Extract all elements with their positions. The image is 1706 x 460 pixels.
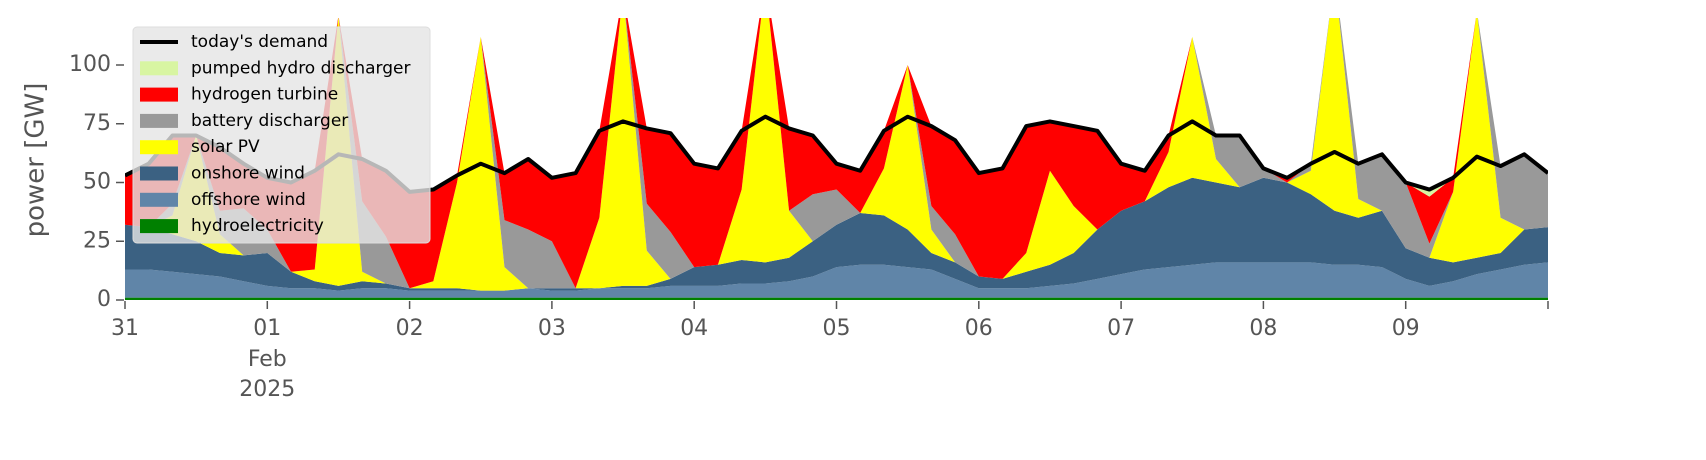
plot-area xyxy=(125,18,1548,300)
x-tick-label: 09 xyxy=(1392,316,1420,341)
legend: today's demand pumped hydro discharger hyd… xyxy=(132,26,431,244)
x-tick-label: 06 xyxy=(965,316,993,341)
legend-swatch xyxy=(140,113,178,128)
area xyxy=(125,177,1548,291)
x-tick-label: 05 xyxy=(823,316,851,341)
legend-swatch xyxy=(140,192,178,207)
axes: 0 25 50 75 100 31 01 02 03 04 05 06 07 08 09 Feb 2025 xyxy=(69,52,1549,402)
y-tick-label: 25 xyxy=(83,228,111,253)
legend-box xyxy=(132,26,431,244)
legend-label: offshore wind xyxy=(191,190,306,210)
legend-swatch xyxy=(140,166,178,181)
legend-swatch xyxy=(140,87,178,102)
y-tick-label: 0 xyxy=(97,287,111,312)
x-tick-label: 03 xyxy=(538,316,566,341)
legend-label: hydroelectricity xyxy=(191,216,324,236)
legend-label: today's demand xyxy=(191,32,328,52)
x-tick-label: 02 xyxy=(396,316,424,341)
area xyxy=(125,18,1548,291)
x-tick-label: 07 xyxy=(1107,316,1135,341)
legend-swatch xyxy=(140,61,178,76)
y-tick-label: 100 xyxy=(69,52,111,77)
legend-label: hydrogen turbine xyxy=(191,85,338,105)
legend-label: onshore wind xyxy=(191,164,305,184)
x-tick-label: 04 xyxy=(680,316,708,341)
legend-swatch xyxy=(140,219,178,234)
area xyxy=(125,262,1548,298)
legend-swatch xyxy=(140,140,178,155)
y-tick-label: 75 xyxy=(83,111,111,136)
x-tick-label: 31 xyxy=(111,316,139,341)
y-tick-label: 50 xyxy=(83,170,111,195)
x-offset-label: Feb xyxy=(248,347,287,372)
x-tick-label: 08 xyxy=(1249,316,1277,341)
y-axis-label: power [GW] xyxy=(21,83,51,238)
legend-label: solar PV xyxy=(191,137,260,157)
area xyxy=(125,297,1548,300)
legend-label: pumped hydro discharger xyxy=(191,58,410,78)
x-offset-label: 2025 xyxy=(239,377,295,402)
legend-label: battery discharger xyxy=(191,111,348,131)
x-tick-label: 01 xyxy=(253,316,281,341)
